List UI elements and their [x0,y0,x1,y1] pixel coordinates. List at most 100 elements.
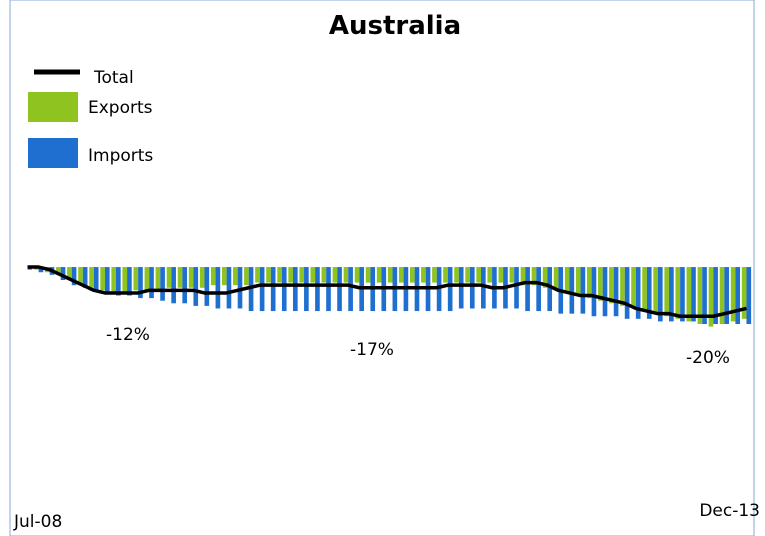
bar [609,267,614,304]
bar [536,267,541,312]
bar [144,267,150,291]
bar [447,267,453,312]
bar [310,267,316,283]
bar [248,267,254,312]
legend-label: Total [93,68,134,88]
bar [259,267,265,312]
bar [188,267,194,288]
bar [193,267,199,306]
bar [421,267,426,283]
bar [270,267,276,312]
bar [221,267,227,286]
bar [686,267,692,322]
bar [56,267,61,275]
bar [326,267,331,312]
bar [104,267,110,293]
bar [149,267,154,299]
bar [71,267,77,286]
bar [82,267,88,288]
bar [410,267,415,283]
bar [111,267,117,293]
bar [116,267,121,296]
bar [233,267,238,286]
bar [653,267,658,314]
bar [646,267,652,319]
bar [664,267,670,317]
bar [321,267,327,283]
bar [89,267,94,288]
bar [691,267,696,322]
bar [730,267,736,322]
bar [657,267,663,322]
bar [680,267,685,322]
bar [127,267,132,296]
bar [255,267,260,283]
bar [525,267,530,312]
bar [315,267,320,312]
bar [337,267,342,312]
bar [292,267,298,312]
bar [182,267,188,304]
chart-title: Australia [329,11,461,41]
bar [613,267,619,317]
bar [78,267,83,286]
bar [299,267,305,283]
bar [138,267,143,299]
bar [542,267,548,288]
bar [697,267,703,324]
bar [547,267,553,312]
bar [60,267,66,280]
bar [93,267,99,291]
bar [199,267,205,288]
plot [27,267,752,327]
bar [514,267,519,309]
bar [631,267,636,309]
bar [553,267,559,291]
bar [244,267,249,286]
legend-label: Imports [88,146,153,166]
bar [675,267,681,319]
bar [564,267,570,293]
bar [476,267,482,283]
bar [237,267,243,309]
bar [458,267,464,309]
bar [100,267,105,291]
bar [398,267,404,283]
total-line [27,265,747,318]
bar [591,267,597,317]
x-tick-label: Jul-08 [13,512,62,532]
bar [735,267,741,324]
bar [580,267,586,314]
bar [719,267,725,324]
bar [569,267,575,314]
bar [277,267,282,283]
bar [724,267,729,324]
bar [122,267,128,293]
bar [365,267,371,283]
bar [432,267,437,283]
bar [304,267,309,312]
bar [635,267,641,319]
bar [288,267,293,283]
bar [624,267,630,319]
bar [343,267,349,283]
bar [586,267,592,299]
legend-label: Exports [88,98,153,118]
bar [713,267,718,324]
bar [602,267,608,317]
bar [531,267,537,286]
bar [481,267,486,309]
x-tick-label: Dec-13 [699,501,760,521]
line-layer [27,265,747,318]
bar [215,267,221,309]
bar [160,267,165,301]
legend-swatch [28,138,78,168]
bar [469,267,475,309]
bar [226,267,232,309]
bar [436,267,442,312]
bar [454,267,459,283]
bar [520,267,526,286]
bar [746,267,752,324]
bar [465,267,470,283]
